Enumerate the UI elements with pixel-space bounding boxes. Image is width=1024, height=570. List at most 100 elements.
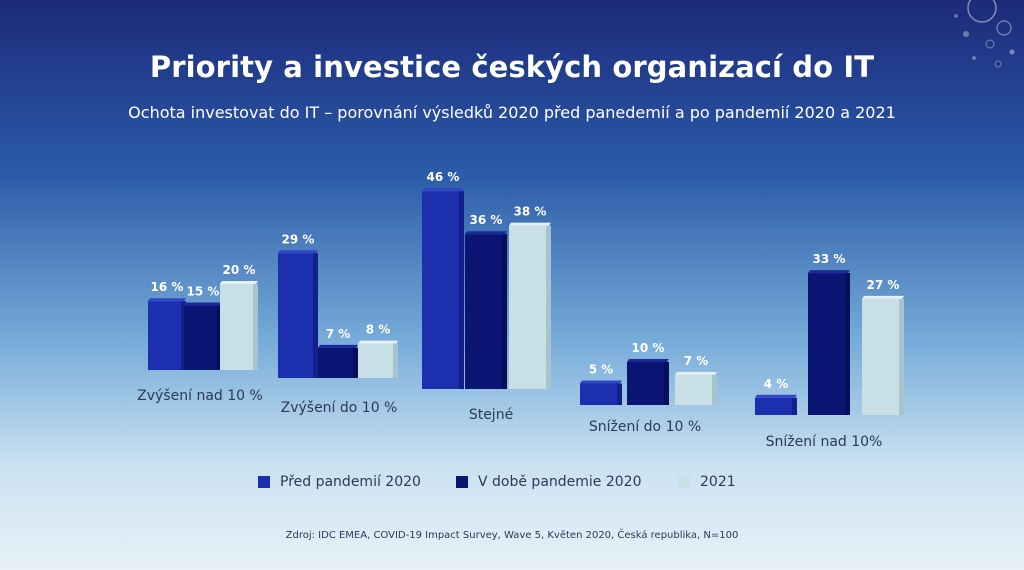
bar-top	[220, 281, 258, 284]
bar	[184, 302, 222, 370]
bar	[509, 222, 551, 389]
legend-item-pred-pandemii: Před pandemií 2020	[258, 474, 421, 490]
bar	[675, 371, 717, 405]
data-label: 38 %	[514, 205, 547, 219]
bar-top	[148, 298, 186, 302]
bar	[358, 340, 398, 378]
legend-label: 2021	[700, 474, 736, 490]
data-label: 15 %	[187, 285, 220, 299]
category-label: Snížení do 10 %	[589, 419, 701, 435]
legend-label: Před pandemií 2020	[280, 474, 421, 490]
bar-front	[422, 191, 464, 389]
bar-side	[792, 397, 797, 415]
data-label: 4 %	[764, 377, 789, 391]
bar	[220, 281, 258, 370]
bar-side	[546, 225, 551, 389]
category-label: Stejné	[469, 407, 513, 423]
bar-side	[459, 191, 464, 389]
bar-top	[675, 371, 717, 375]
bar-group: 4 % 33 % 27 % Snížení nad 10%	[755, 252, 904, 450]
legend-item-v-dobe-pandemie: V době pandemie 2020	[456, 474, 642, 490]
bar-group: 29 % 7 % 8 % Zvýšení do 10 %	[278, 232, 398, 416]
data-label: 33 %	[813, 252, 846, 266]
bar-side	[217, 305, 222, 370]
bar-top	[184, 302, 222, 306]
data-label: 10 %	[632, 341, 665, 355]
data-label: 16 %	[151, 280, 184, 294]
chart-subtitle: Ochota investovat do IT – porovnání výsl…	[128, 103, 896, 122]
bar-front	[675, 374, 717, 405]
bar-side	[313, 253, 318, 378]
bar-side	[899, 298, 904, 415]
data-label: 8 %	[366, 323, 391, 337]
bar-top	[318, 344, 358, 348]
bar-front	[627, 362, 669, 405]
bar-front	[862, 298, 904, 415]
bar-side	[664, 362, 669, 405]
bar-side	[845, 273, 850, 415]
data-label: 29 %	[282, 232, 315, 246]
bar-front	[318, 347, 358, 378]
chart-legend: Před pandemií 2020 V době pandemie 2020 …	[0, 474, 1024, 494]
source-note: Zdroj: IDC EMEA, COVID-19 Impact Survey,…	[285, 530, 739, 541]
bar-group: 46 % 36 % 38 % Stejné	[422, 170, 551, 423]
bar-top	[808, 270, 850, 274]
bar	[465, 231, 507, 389]
bar-side	[502, 234, 507, 389]
bar-front	[220, 284, 258, 370]
bar-front	[278, 253, 318, 378]
bar-front	[509, 225, 551, 389]
bar	[148, 298, 186, 370]
bar	[627, 359, 669, 405]
bar-top	[862, 295, 904, 299]
bar-front	[184, 305, 222, 370]
bar	[318, 344, 358, 378]
data-label: 36 %	[470, 213, 503, 227]
bar-top	[278, 250, 318, 254]
bar-side	[181, 301, 186, 370]
legend-swatch	[456, 476, 468, 488]
bar-front	[755, 397, 797, 415]
data-label: 7 %	[684, 354, 709, 368]
bar-top	[580, 380, 622, 384]
legend-label: V době pandemie 2020	[478, 474, 642, 490]
data-label: 46 %	[427, 170, 460, 184]
bar	[278, 250, 318, 378]
bar-side	[353, 347, 358, 378]
bar-front	[148, 301, 186, 370]
bar-top	[627, 359, 669, 362]
bar-front	[465, 234, 507, 389]
bar-top	[422, 188, 464, 192]
data-label: 7 %	[326, 327, 351, 341]
bar-group: 5 % 10 % 7 % Snížení do 10 %	[580, 341, 717, 435]
category-label: Zvýšení do 10 %	[281, 400, 398, 416]
page-title: Priority a investice českých organizací …	[149, 50, 875, 84]
bar-front	[358, 343, 398, 378]
bar-top	[755, 394, 797, 398]
bar-side	[253, 284, 258, 370]
data-label: 20 %	[223, 263, 256, 277]
bar-front	[808, 273, 850, 415]
bar-group: 16 % 15 %20 % Zvýšení nad 10 %	[137, 263, 263, 404]
bar-top	[465, 231, 507, 235]
legend-swatch	[258, 476, 270, 488]
bar	[755, 394, 797, 415]
bar-top	[509, 222, 551, 226]
bar	[808, 270, 850, 415]
bar-side	[617, 383, 622, 405]
legend-swatch	[678, 476, 690, 488]
water-bubbles-icon	[954, 0, 1015, 68]
legend-item-2021: 2021	[678, 474, 736, 490]
category-label: Snížení nad 10%	[766, 434, 883, 450]
category-label: Zvýšení nad 10 %	[137, 388, 263, 404]
data-label: 5 %	[589, 363, 614, 377]
bar	[580, 380, 622, 405]
bar	[862, 295, 904, 415]
bar-side	[393, 343, 398, 378]
data-label: 27 %	[867, 278, 900, 292]
bar-top	[358, 340, 398, 344]
bar	[422, 188, 464, 389]
bar-side	[712, 374, 717, 405]
